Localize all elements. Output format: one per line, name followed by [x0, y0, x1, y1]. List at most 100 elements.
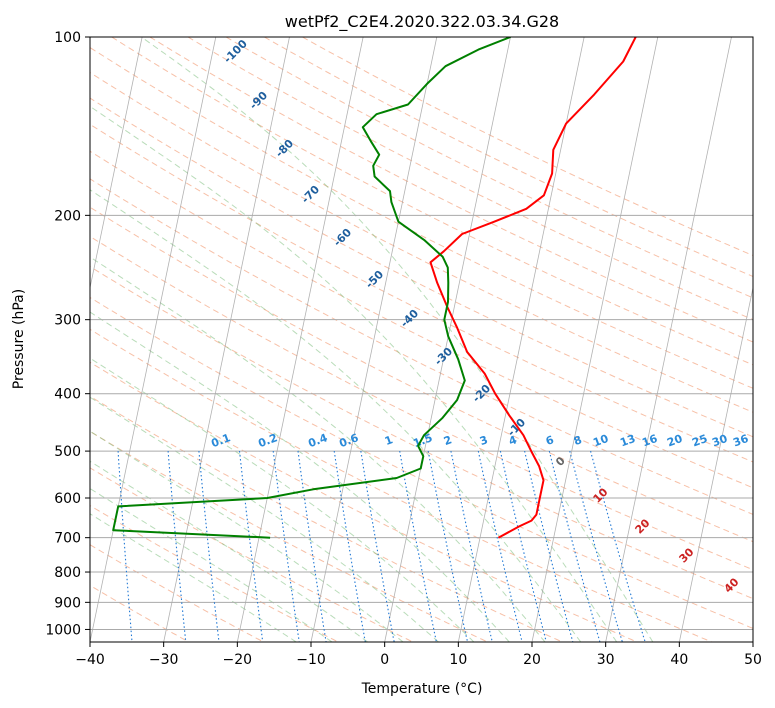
- isotherm-line: [605, 37, 732, 642]
- dry-adiabat-line: [111, 37, 753, 366]
- mixing-ratio-line: [167, 451, 187, 642]
- profile-line-1: [429, 37, 637, 539]
- x-tick-label: 20: [523, 652, 541, 668]
- x-tick-label: −20: [223, 652, 253, 668]
- moist-adiabat-line: [90, 311, 510, 642]
- isotherm-line: [90, 37, 143, 290]
- dry-adiabat-line: [90, 97, 753, 438]
- dry-adiabat-line: [90, 430, 488, 642]
- y-tick-label: 700: [54, 531, 81, 547]
- mixing-ratio-label: 2: [442, 433, 454, 448]
- mixing-ratio-line: [427, 450, 469, 642]
- x-tick-label: 10: [449, 652, 467, 668]
- mixing-ratio-label: 1.5: [411, 431, 434, 450]
- dry-adiabat-line: [90, 328, 712, 642]
- mixing-ratio-line: [117, 451, 133, 642]
- mixing-ratio-label: 25: [690, 432, 709, 449]
- isotherm-line: [457, 37, 585, 642]
- moist-adiabat-line: [90, 256, 546, 642]
- y-tick-label: 900: [54, 595, 81, 611]
- dry-adiabat-line: [90, 235, 753, 571]
- plot-frame: [89, 36, 754, 643]
- mixing-ratio-line: [569, 450, 623, 642]
- isotherm-line: [678, 285, 753, 642]
- mixing-ratio-labels: 0.1 0.2 0.4 0.6 1 1.5 2 3 4 6 8 10 13 16 20 25 30 36: [209, 431, 750, 450]
- y-tick-label: 200: [54, 208, 81, 224]
- isotherm-line: [310, 37, 438, 642]
- mixing-ratio-line: [198, 451, 220, 642]
- x-tick-label: −30: [149, 652, 179, 668]
- x-tick-label: 50: [744, 652, 762, 668]
- isotherm-line: [236, 37, 364, 642]
- dry-adiabat-line: [187, 37, 753, 321]
- mixing-ratio-line: [399, 451, 437, 642]
- isotherm-line: [90, 37, 217, 642]
- background-lines: [90, 37, 753, 642]
- mixing-ratio-line: [450, 450, 493, 642]
- mixing-ratio-label: 20: [665, 432, 684, 450]
- mixing-ratio-label: 0.1: [209, 431, 232, 450]
- profile-line-2: [112, 37, 511, 539]
- mixing-ratio-line: [297, 451, 327, 642]
- x-tick-label: 40: [670, 652, 688, 668]
- dry-adiabat-line: [90, 584, 190, 642]
- isotherm-line: [384, 37, 511, 642]
- dry-adiabat-line: [90, 265, 753, 600]
- y-tick-label: 800: [54, 565, 81, 581]
- y-axis-title: Pressure (hPa): [11, 289, 27, 389]
- x-axis-title: Temperature (°C): [361, 681, 483, 697]
- isotherm-line: [163, 37, 290, 642]
- mixing-ratio-label: 8: [572, 433, 584, 448]
- dry-adiabat-line: [90, 206, 753, 543]
- mixing-ratio-label: 1: [383, 433, 395, 448]
- isotherm-line: [531, 37, 659, 642]
- x-axis: −40 −30 −20 −10 0 10 20 30 40 50: [75, 642, 762, 668]
- chart-title: wetPf2_C2E4.2020.322.03.34.G28: [285, 12, 559, 32]
- mixing-ratio-label: 36: [731, 432, 750, 450]
- moist-adiabat-line: [90, 460, 368, 642]
- mixing-ratio-label: 0.4: [306, 431, 329, 450]
- dry-adiabat-line: [90, 150, 753, 489]
- mixing-ratio-line: [524, 450, 574, 642]
- mixing-ratio-label: 0.6: [337, 431, 360, 450]
- dry-adiabat-line: [90, 467, 414, 642]
- y-tick-label: 300: [54, 313, 81, 329]
- moist-adiabat-line: [90, 430, 404, 642]
- mixing-ratio-line: [548, 450, 601, 642]
- dry-adiabat-line: [90, 178, 753, 515]
- mixing-ratio-label: 13: [618, 432, 637, 449]
- mixing-ratio-label: 4: [507, 433, 519, 448]
- dry-adiabat-line: [90, 123, 753, 463]
- dry-adiabat-line: [90, 71, 753, 413]
- profiles: [112, 37, 637, 539]
- y-axis: 100 200 300 400 500 600 700 800 900 1000: [45, 30, 90, 638]
- mixing-ratio-label: 30: [710, 432, 729, 450]
- x-tick-label: −10: [296, 652, 326, 668]
- x-tick-label: 30: [597, 652, 615, 668]
- y-tick-label: 400: [54, 387, 81, 403]
- mixing-ratio-label: 3: [478, 433, 490, 448]
- y-tick-label: 1000: [45, 622, 81, 638]
- moist-adiabat-line: [90, 396, 439, 642]
- x-tick-label: 0: [380, 652, 389, 668]
- dry-adiabat-line: [149, 37, 753, 343]
- mixing-ratio-line: [590, 450, 646, 642]
- moist-adiabat-line: [90, 105, 618, 642]
- moist-adiabat-line: [90, 487, 333, 642]
- dry-adiabat-line: [90, 47, 753, 389]
- y-tick-label: 600: [54, 491, 81, 507]
- y-tick-label: 100: [54, 30, 81, 46]
- mixing-ratio-label: 10: [591, 432, 610, 450]
- mixing-ratio-line: [477, 450, 523, 642]
- mixing-ratio-label: 0.2: [256, 431, 279, 450]
- dry-adiabat-line: [90, 296, 753, 629]
- mixing-ratio-line: [272, 451, 300, 642]
- mixing-ratio-label: 6: [544, 433, 556, 448]
- moist-adiabat-line: [90, 189, 582, 642]
- moist-adiabat-line: [90, 357, 475, 642]
- dry-adiabat-line: [90, 544, 264, 642]
- mixing-ratio-line: [499, 450, 547, 642]
- y-tick-label: 500: [54, 444, 81, 460]
